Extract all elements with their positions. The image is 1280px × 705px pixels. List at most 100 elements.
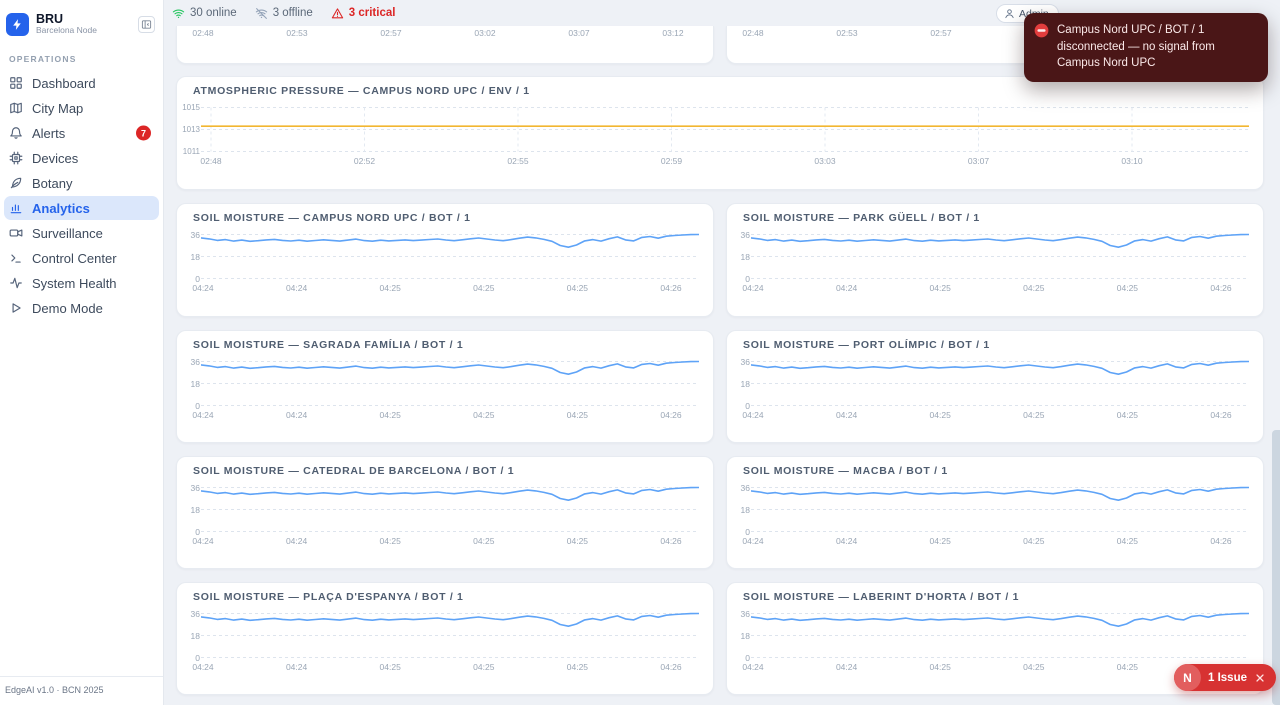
sidebar: BRU Barcelona Node OPERATIONS Dashboard C…: [0, 0, 164, 705]
x-tick-label: 04:24: [285, 283, 308, 293]
sidebar-item-label: Surveillance: [32, 225, 103, 241]
x-tick-label: 04:25: [473, 662, 495, 672]
data-line: [751, 612, 1249, 628]
toast-message: Campus Nord UPC / BOT / 1 disconnected —…: [1057, 24, 1215, 70]
chart-title: ATMOSPHERIC PRESSURE — CAMPUS NORD UPC /…: [193, 85, 530, 97]
person-icon: [1004, 8, 1015, 19]
toast-notification[interactable]: Campus Nord UPC / BOT / 1 disconnected —…: [1024, 13, 1268, 83]
chart-panel-soil-park-guell: SOIL MOISTURE — PARK GÜELL / BOT / 1 36 1…: [726, 203, 1264, 317]
sidebar-item-devices[interactable]: Devices: [4, 146, 159, 170]
map-icon: [9, 101, 23, 115]
data-line: [751, 360, 1249, 376]
chart-title: SOIL MOISTURE — PORT OLÍMPIC / BOT / 1: [743, 339, 990, 351]
y-tick-label: 18: [740, 251, 750, 262]
x-tick-label: 04:26: [660, 410, 682, 420]
x-tick-label: 04:25: [379, 283, 401, 293]
brand-subtitle: Barcelona Node: [36, 25, 97, 36]
y-tick-label: 18: [740, 378, 750, 389]
brand-title: BRU: [36, 12, 64, 26]
y-tick-label: 18: [190, 251, 200, 262]
status-online: 30 online: [172, 7, 237, 20]
sidebar-item-label: Devices: [32, 150, 79, 166]
data-line: [201, 612, 699, 628]
y-tick-label: 36: [740, 482, 750, 493]
x-tick-label: 02:48: [192, 28, 214, 38]
y-tick-label: 0: [745, 400, 750, 411]
sidebar-item-label: City Map: [32, 100, 84, 116]
chart-panel-partial-left: 02:48 02:53 02:57 03:02 03:07 03:12: [176, 26, 714, 64]
status-critical: 3 critical: [331, 7, 396, 20]
sidebar-item-city-map[interactable]: City Map: [4, 96, 159, 120]
sidebar-item-control-center[interactable]: Control Center: [4, 246, 159, 270]
chart-title: SOIL MOISTURE — CATEDRAL DE BARCELONA / …: [193, 465, 515, 477]
sidebar-item-botany[interactable]: Botany: [4, 171, 159, 195]
y-tick-label: 36: [740, 229, 750, 240]
x-tick-label: 04:24: [742, 536, 764, 546]
sidebar-item-alerts[interactable]: Alerts 7: [4, 121, 159, 145]
x-tick-label: 04:24: [742, 283, 764, 293]
x-tick-label: 04:25: [473, 536, 495, 546]
x-tick-label: 04:24: [835, 283, 858, 293]
chart-panel-atmospheric-pressure: ATMOSPHERIC PRESSURE — CAMPUS NORD UPC /…: [176, 76, 1264, 190]
wifi-icon: [172, 7, 185, 20]
vertical-scrollbar[interactable]: [1272, 430, 1280, 705]
sidebar-item-dashboard[interactable]: Dashboard: [4, 71, 159, 95]
chart-title: SOIL MOISTURE — PARK GÜELL / BOT / 1: [743, 212, 980, 224]
sidebar-item-demo-mode[interactable]: Demo Mode: [4, 296, 159, 320]
x-tick-label: 03:07: [967, 156, 990, 166]
y-tick-label: 1011: [182, 146, 200, 156]
y-tick-label: 1013: [182, 124, 200, 134]
sidebar-item-label: Botany: [32, 175, 73, 191]
chart-panel-soil-placa-espanya: SOIL MOISTURE — PLAÇA D'ESPANYA / BOT / …: [176, 582, 714, 695]
bar-chart-icon: [9, 201, 23, 215]
chart-plot-area: [201, 486, 699, 532]
chart-plot-area: [751, 486, 1249, 532]
x-tick-label: 02:53: [836, 28, 858, 38]
close-icon[interactable]: [1254, 672, 1266, 684]
x-tick-label: 04:25: [1116, 410, 1139, 420]
x-tick-label: 04:26: [660, 662, 682, 672]
chart-title: SOIL MOISTURE — CAMPUS NORD UPC / BOT / …: [193, 212, 471, 224]
y-tick-label: 0: [745, 273, 750, 284]
y-tick-label: 0: [195, 273, 200, 284]
status-critical-label: 3 critical: [348, 7, 396, 19]
chart-title: SOIL MOISTURE — SAGRADA FAMÍLIA / BOT / …: [193, 339, 464, 351]
x-tick-label: 04:25: [566, 662, 589, 672]
chart-plot-area: [751, 233, 1249, 279]
y-tick-label: 18: [740, 630, 750, 641]
line-chart: 02:48 02:53 02:57 03:02 03:07 03:12: [177, 26, 713, 63]
sidebar-collapse-icon[interactable]: [138, 15, 155, 33]
x-tick-label: 04:26: [660, 283, 682, 293]
y-tick-label: 0: [195, 652, 200, 663]
x-tick-label: 04:24: [192, 283, 214, 293]
status-offline-label: 3 offline: [272, 7, 313, 19]
issue-notification-pill[interactable]: N 1 Issue: [1174, 664, 1276, 691]
chart-panel-soil-sagrada-familia: SOIL MOISTURE — SAGRADA FAMÍLIA / BOT / …: [176, 330, 714, 443]
x-tick-label: 04:25: [566, 283, 589, 293]
chart-panel-soil-port-olimpic: SOIL MOISTURE — PORT OLÍMPIC / BOT / 1 3…: [726, 330, 1264, 443]
x-tick-label: 04:24: [742, 410, 764, 420]
line-chart: 02:48 02:53 02:57: [727, 26, 1263, 63]
x-tick-label: 02:52: [353, 156, 376, 166]
x-tick-label: 04:24: [835, 662, 858, 672]
sidebar-item-label: System Health: [32, 275, 117, 291]
issue-label: 1 Issue: [1208, 671, 1247, 684]
chart-plot-area: [201, 360, 699, 406]
sidebar-item-system-health[interactable]: System Health: [4, 271, 159, 295]
x-tick-label: 04:25: [379, 410, 401, 420]
video-camera-icon: [9, 226, 23, 240]
x-tick-label: 03:12: [662, 28, 684, 38]
chart-panel-soil-catedral: SOIL MOISTURE — CATEDRAL DE BARCELONA / …: [176, 456, 714, 569]
sidebar-item-analytics[interactable]: Analytics: [4, 196, 159, 221]
chart-title: SOIL MOISTURE — MACBA / BOT / 1: [743, 465, 948, 477]
x-tick-label: 04:24: [285, 536, 308, 546]
issue-avatar: N: [1174, 664, 1201, 691]
y-tick-label: 1015: [182, 102, 200, 112]
sidebar-item-surveillance[interactable]: Surveillance: [4, 221, 159, 245]
x-tick-label: 04:24: [835, 536, 858, 546]
x-tick-label: 04:25: [929, 662, 951, 672]
